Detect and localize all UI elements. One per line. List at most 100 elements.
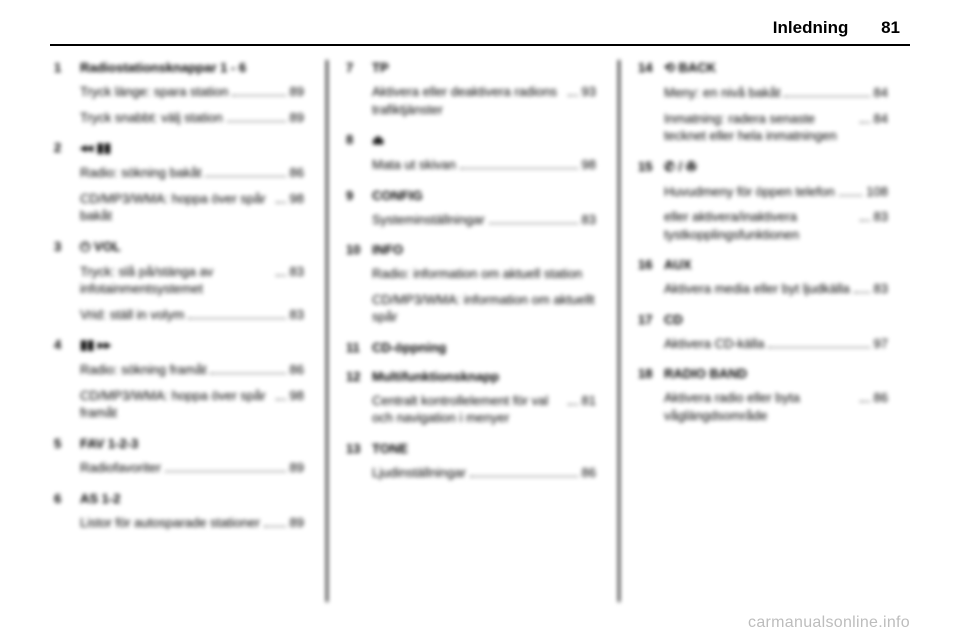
index-entry: 1Radiostationsknappar 1 - 6Tryck länge: … xyxy=(58,60,304,126)
entry-body: CONFIGSysteminställningar83 xyxy=(372,188,596,229)
entry-heading: FAV 1-2-3 xyxy=(80,436,304,451)
entry-number: 8 xyxy=(346,132,353,147)
entry-heading: Multifunktionsknapp xyxy=(372,369,596,384)
entry-heading: ⏏ xyxy=(372,132,596,148)
line-text: Aktivera CD-källa xyxy=(664,335,764,353)
entry-line: Vrid: ställ in volym 83 xyxy=(80,306,304,324)
entry-line: CD/MP3/WMA: hoppa över spår framåt98 xyxy=(80,387,304,422)
entry-number: 13 xyxy=(346,441,360,456)
line-text: Aktivera eller deaktivera radions trafik… xyxy=(372,83,564,118)
page-ref: 86 xyxy=(290,164,304,182)
page-ref: 89 xyxy=(290,109,304,127)
leader-dots xyxy=(860,220,870,221)
entry-line: Mata ut skivan98 xyxy=(372,156,596,174)
entry-body: ✆ / ✇Huvudmeny för öppen telefon108eller… xyxy=(664,159,888,244)
line-text: Vrid: ställ in volym xyxy=(80,306,184,324)
entry-body: INFO Radio: information om aktuell statio… xyxy=(372,242,596,326)
page-ref: 86 xyxy=(290,361,304,379)
line-text: Systeminställningar xyxy=(372,211,485,229)
line-text: Inmatning: radera senaste tecknet eller … xyxy=(664,110,856,145)
entry-heading: AS 1-2 xyxy=(80,491,304,506)
page-header: Inledning 81 xyxy=(773,18,900,38)
line-text: Radio: information om aktuell station xyxy=(372,265,582,283)
entry-line: Listor för autosparade stationer89 xyxy=(80,514,304,532)
entry-line: Tryck länge: spara station89 xyxy=(80,83,304,101)
line-text: Meny: en nivå bakåt xyxy=(664,84,780,102)
entry-body: CDAktivera CD-källa97 xyxy=(664,312,888,353)
leader-dots xyxy=(232,95,285,96)
entry-line: Aktivera radio eller byta våglängdsområd… xyxy=(664,389,888,424)
entry-line: CD/MP3/WMA: information om aktuellt spår xyxy=(372,291,596,326)
header-rule xyxy=(50,44,910,46)
index-entry: 6AS 1-2Listor för autosparade stationer8… xyxy=(58,491,304,532)
line-text: Radiofavoriter xyxy=(80,459,161,477)
entry-number: 5 xyxy=(54,436,61,451)
entry-heading: ⟲ BACK xyxy=(664,60,888,76)
index-entry: 12MultifunktionsknappCentralt kontrollel… xyxy=(350,369,596,427)
page-ref: 83 xyxy=(874,208,888,226)
entry-line: Huvudmeny för öppen telefon108 xyxy=(664,183,888,201)
entry-body: Multifunktionsknapp Centralt kontrollelem… xyxy=(372,369,596,427)
line-text: Centralt kontrollelement för val och nav… xyxy=(372,392,564,427)
leader-dots xyxy=(276,202,286,203)
entry-number: 17 xyxy=(638,312,652,327)
index-entry: 7TPAktivera eller deaktivera radions tra… xyxy=(350,60,596,118)
page-ref: 81 xyxy=(582,392,596,410)
content-columns: 1 Radiostationsknappar 1 - 6 Tryck länge: … xyxy=(50,60,910,602)
page-ref: 84 xyxy=(874,84,888,102)
line-text: Radio: sökning framåt xyxy=(80,361,206,379)
index-entry: 2◂◂ ▮▮Radio: sökning bakåt86CD/MP3/WMA: … xyxy=(58,140,304,225)
leader-dots xyxy=(568,404,578,405)
page-ref: 83 xyxy=(290,306,304,324)
entry-line: Radio: sökning bakåt86 xyxy=(80,164,304,182)
entry-line: Aktivera eller deaktivera radions trafik… xyxy=(372,83,596,118)
page-ref: 98 xyxy=(290,190,304,208)
entry-number: 1 xyxy=(54,60,61,75)
entry-heading: INFO xyxy=(372,242,596,257)
page-ref: 86 xyxy=(582,464,596,482)
column-3: 14⟲ BACKMeny: en nivå bakåt84Inmatning: … xyxy=(618,60,910,602)
leader-dots xyxy=(784,96,869,97)
leader-dots xyxy=(489,223,578,224)
entry-body: ▮▮ ▸▸Radio: sökning framåt86CD/MP3/WMA: … xyxy=(80,337,304,422)
index-entry: 4▮▮ ▸▸Radio: sökning framåt86CD/MP3/WMA:… xyxy=(58,337,304,422)
entry-number: 15 xyxy=(638,159,652,174)
line-text: CD/MP3/WMA: information om aktuellt spår xyxy=(372,291,596,326)
entry-body: ⏏ Mata ut skivan98 xyxy=(372,132,596,174)
page-ref: 98 xyxy=(582,156,596,174)
index-entry: 15✆ / ✇Huvudmeny för öppen telefon108ell… xyxy=(642,159,888,244)
entry-line: Radio: information om aktuell station xyxy=(372,265,596,283)
index-entry: 8⏏Mata ut skivan98 xyxy=(350,132,596,174)
entry-line: Radiofavoriter 89 xyxy=(80,459,304,477)
entry-body: AUXAktivera media eller byt ljudkälla83 xyxy=(664,257,888,298)
leader-dots xyxy=(568,95,578,96)
line-text: Listor för autosparade stationer xyxy=(80,514,260,532)
entry-number: 9 xyxy=(346,188,353,203)
entry-line: Systeminställningar83 xyxy=(372,211,596,229)
entry-line: Ljudinställningar86 xyxy=(372,464,596,482)
page-ref: 83 xyxy=(290,263,304,281)
page-ref: 89 xyxy=(290,459,304,477)
entry-number: 6 xyxy=(54,491,61,506)
entry-body: ⟲ BACK Meny: en nivå bakåt 84 Inmatning: ra… xyxy=(664,60,888,145)
leader-dots xyxy=(276,275,286,276)
entry-line: Tryck snabbt: välj station89 xyxy=(80,109,304,127)
entry-body: Radiostationsknappar 1 - 6 Tryck länge: s… xyxy=(80,60,304,126)
entry-heading: CD-öppning xyxy=(372,340,596,355)
leader-dots xyxy=(188,318,285,319)
leader-dots xyxy=(854,292,870,293)
index-entry: 18RADIO BANDAktivera radio eller byta vå… xyxy=(642,366,888,424)
entry-line: Radio: sökning framåt 86 xyxy=(80,361,304,379)
index-entry: 16AUXAktivera media eller byt ljudkälla8… xyxy=(642,257,888,298)
page-ref: 97 xyxy=(874,335,888,353)
entry-heading: TONE xyxy=(372,441,596,456)
line-text: Tryck: slå på/stänga av infotainmentsyst… xyxy=(80,263,272,298)
entry-body: RADIO BANDAktivera radio eller byta vågl… xyxy=(664,366,888,424)
entry-heading: Radiostationsknappar 1 - 6 xyxy=(80,60,304,75)
entry-heading: TP xyxy=(372,60,596,75)
entry-body: ◂◂ ▮▮Radio: sökning bakåt86CD/MP3/WMA: h… xyxy=(80,140,304,225)
page-ref: 108 xyxy=(866,183,888,201)
leader-dots xyxy=(276,399,286,400)
index-entry: 9CONFIGSysteminställningar83 xyxy=(350,188,596,229)
index-entry: 13TONELjudinställningar86 xyxy=(350,441,596,482)
